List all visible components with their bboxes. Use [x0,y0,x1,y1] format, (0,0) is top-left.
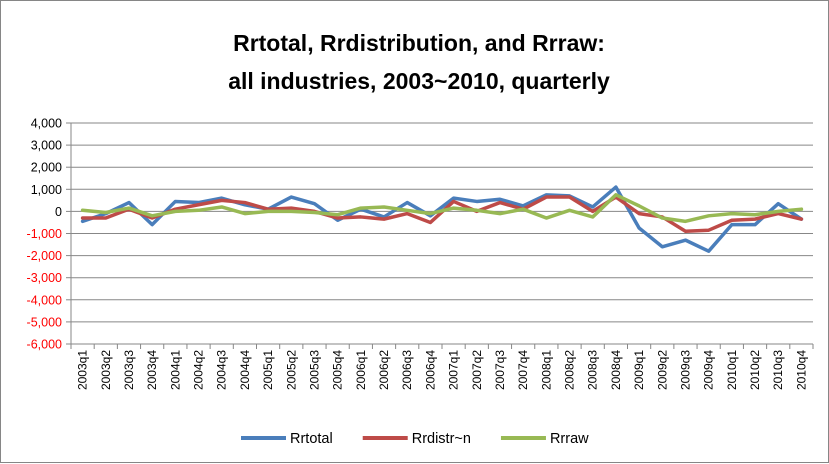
x-tick-label: 2005q3 [307,350,321,390]
x-tick-label: 2007q1 [447,350,461,390]
legend-entry: Rrdistr~n [412,431,471,447]
x-tick-label: 2006q1 [354,350,368,390]
x-tick-label: 2010q3 [771,350,785,390]
y-tick-label: 0 [55,205,62,219]
y-tick-label: -5,000 [27,315,62,329]
y-tick-label: 2,000 [31,161,62,175]
x-tick-label: 2009q4 [702,350,716,390]
x-tick-label: 2010q1 [725,350,739,390]
y-tick-label: -3,000 [27,271,62,285]
x-tick-label: 2009q2 [655,350,669,390]
x-axis-tick-labels: 2003q1 2003q2 2003q3 2003q4 2004q1 2004q2 2004… [76,350,809,390]
x-tick-label: 2009q3 [678,350,692,390]
legend-entry: Rrraw [550,431,589,447]
x-tick-label: 2007q4 [516,350,530,390]
y-axis-tick-labels: 4,000 3,000 2,000 1,000 0 -1,000 -2,000 -3,000 -… [27,117,63,352]
series-line-rrraw [80,193,804,224]
x-tick-label: 2008q4 [609,350,623,390]
x-tick-label: 2008q2 [563,350,577,390]
y-tick-label: 4,000 [31,117,62,131]
x-tick-label: 2004q4 [238,350,252,390]
x-tick-label: 2003q3 [122,350,136,390]
x-tick-label: 2010q4 [794,350,808,390]
gridlines [66,122,813,345]
x-tick-label: 2003q1 [76,350,90,390]
x-tick-label: 2008q1 [539,350,553,390]
x-tick-label: 2003q2 [99,350,113,390]
y-tick-label: 1,000 [31,183,62,197]
x-tick-label: 2008q3 [586,350,600,390]
x-tick-label: 2006q4 [423,350,437,390]
chart-title-line-2: all industries, 2003~2010, quarterly [228,68,610,94]
y-tick-label: -4,000 [27,293,62,307]
x-tick-label: 2009q1 [632,350,646,390]
x-tick-label: 2004q2 [192,350,206,390]
x-tick-label: 2007q2 [470,350,484,390]
x-tick-label: 2005q1 [261,350,275,390]
x-tick-label: 2010q2 [748,350,762,390]
x-tick-label: 2004q1 [168,350,182,390]
y-tick-label: -2,000 [27,249,62,263]
axes [70,123,814,349]
y-tick-label: 3,000 [31,139,62,153]
series-lines [80,185,804,253]
x-tick-label: 2005q4 [331,350,345,390]
x-tick-label: 2006q2 [377,350,391,390]
x-tick-label: 2006q3 [400,350,414,390]
series-line-rrtotal [80,185,804,253]
y-tick-label: -1,000 [27,227,62,241]
chart-title-line-1: Rrtotal, Rrdistribution, and Rrraw: [233,30,605,56]
x-tick-label: 2003q4 [145,350,159,390]
x-tick-label: 2007q3 [493,350,507,390]
legend-entry: Rrtotal [290,431,333,447]
legend: Rrtotal Rrdistr~n Rrraw [241,431,589,447]
x-tick-label: 2005q2 [284,350,298,390]
x-tick-label: 2004q3 [215,350,229,390]
y-tick-label: -6,000 [27,338,62,352]
